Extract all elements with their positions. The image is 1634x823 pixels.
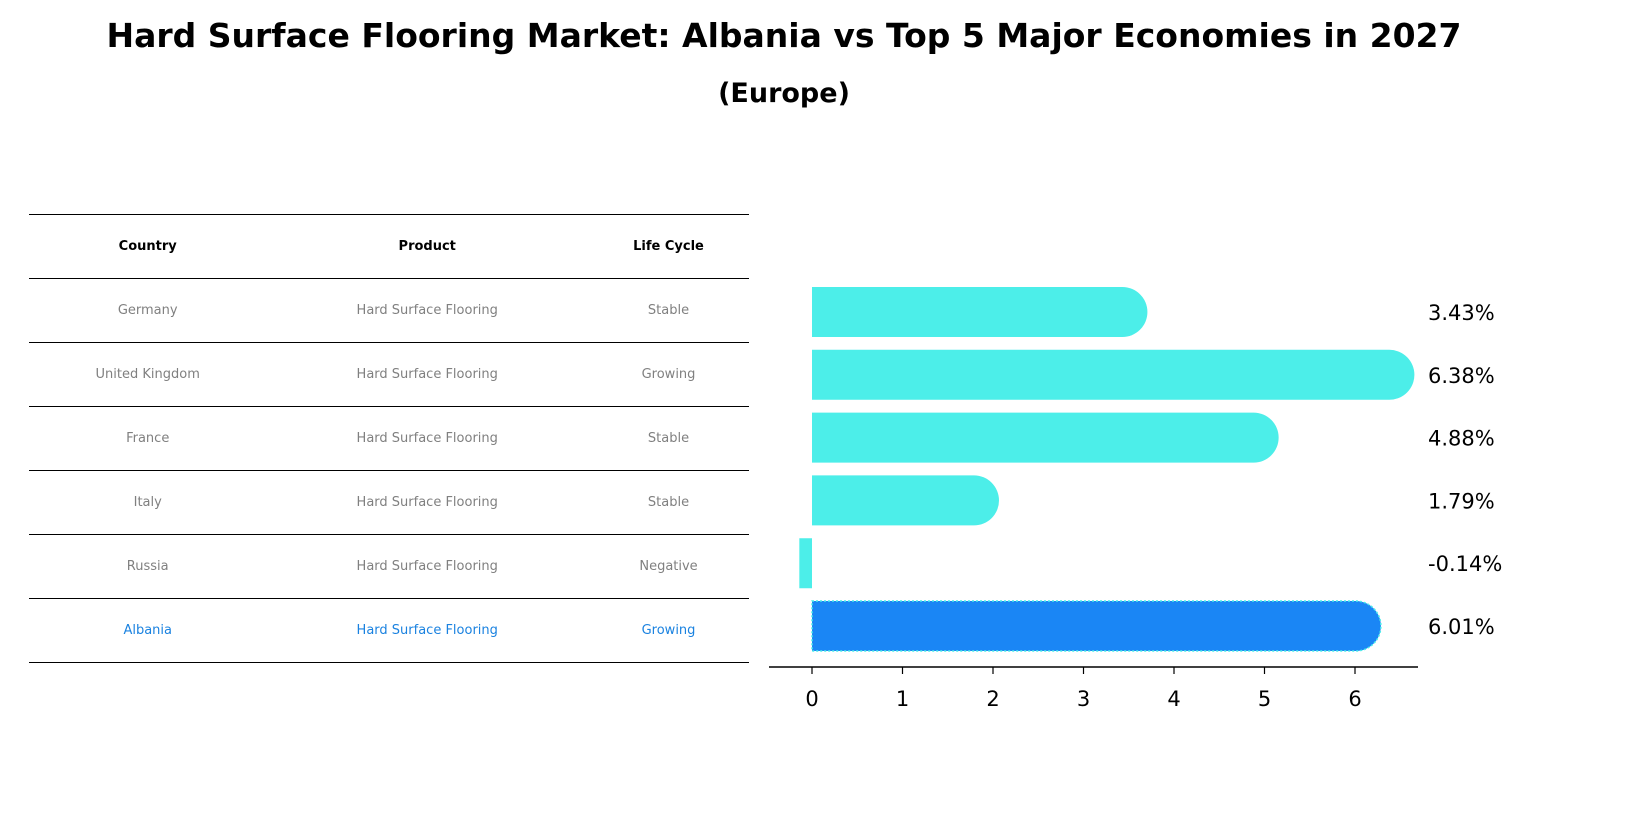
bar-france (812, 412, 1279, 463)
cell-country: Russia (29, 534, 267, 599)
x-tick-label: 5 (1258, 687, 1271, 711)
cell-life-cycle: Stable (588, 406, 749, 471)
table-header-row: Country Product Life Cycle (29, 214, 749, 279)
bar-italy (812, 475, 999, 526)
x-tick-label: 2 (986, 687, 999, 711)
cell-life-cycle: Stable (588, 470, 749, 535)
header-product: Product (266, 214, 589, 279)
chart-title: Hard Surface Flooring Market: Albania vs… (106, 16, 1462, 55)
cell-country: Germany (29, 278, 267, 343)
cell-life-cycle: Growing (588, 342, 749, 407)
cell-life-cycle: Negative (588, 534, 749, 599)
data-label: 4.88% (1428, 427, 1495, 451)
bar-united-kingdom (812, 349, 1415, 400)
cell-life-cycle: Growing (588, 598, 749, 663)
cell-product: Hard Surface Flooring (266, 598, 589, 663)
header-country: Country (29, 214, 267, 279)
data-label: 6.38% (1428, 364, 1495, 388)
x-tick-label: 0 (805, 687, 818, 711)
x-tick-label: 6 (1348, 687, 1361, 711)
bar-albania (811, 600, 1382, 652)
table-row: Albania Hard Surface Flooring Growing (29, 598, 749, 663)
data-label: 1.79% (1428, 489, 1495, 513)
cell-life-cycle: Stable (588, 278, 749, 343)
data-label: 6.01% (1428, 615, 1495, 639)
table-row: Italy Hard Surface Flooring Stable (29, 470, 749, 535)
cell-product: Hard Surface Flooring (266, 342, 589, 407)
data-label: -0.14% (1428, 552, 1502, 576)
cell-country: Albania (29, 598, 267, 663)
chart-subtitle: (Europe) (718, 78, 850, 109)
data-label: 3.43% (1428, 301, 1495, 325)
x-tick-label: 1 (896, 687, 909, 711)
life-cycle-table: Country Product Life Cycle Germany Hard S… (29, 214, 749, 663)
cell-country: France (29, 406, 267, 471)
x-tick-label: 4 (1167, 687, 1180, 711)
table-row: United Kingdom Hard Surface Flooring Growi… (29, 342, 749, 407)
x-tick-label: 3 (1077, 687, 1090, 711)
header-life-cycle: Life Cycle (588, 214, 749, 279)
cell-country: Italy (29, 470, 267, 535)
bar-germany (812, 287, 1148, 337)
cell-product: Hard Surface Flooring (266, 470, 589, 535)
table-row: Germany Hard Surface Flooring Stable (29, 278, 749, 343)
table-row: Russia Hard Surface Flooring Negative (29, 534, 749, 599)
cell-country: United Kingdom (29, 342, 267, 407)
cell-product: Hard Surface Flooring (266, 278, 589, 343)
bar-russia (799, 538, 812, 589)
table-row: France Hard Surface Flooring Stable (29, 406, 749, 471)
